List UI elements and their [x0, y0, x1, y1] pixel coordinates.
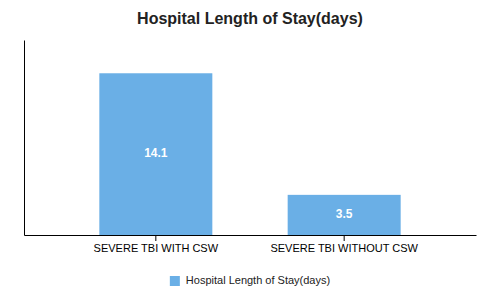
legend-swatch	[170, 276, 180, 286]
data-labels: 14.1 3.5	[144, 146, 353, 221]
legend: Hospital Length of Stay(days)	[170, 274, 330, 286]
bars	[99, 73, 400, 235]
y-axis-line	[24, 41, 25, 236]
legend-label: Hospital Length of Stay(days)	[186, 274, 330, 286]
bar	[288, 195, 401, 235]
data-label: 14.1	[144, 146, 168, 160]
plot: 14.13.5SEVERE TBI WITH CSWSEVERE TBI WIT…	[25, 41, 477, 254]
y-axis	[24, 41, 25, 236]
x-tick-mark	[344, 235, 345, 241]
x-tick: SEVERE TBI WITH CSW	[94, 235, 219, 254]
x-tick: SEVERE TBI WITHOUT CSW	[270, 235, 418, 254]
title: Hospital Length of Stay(days)	[137, 10, 363, 27]
x-tick-mark	[155, 235, 156, 241]
x-axis: SEVERE TBI WITH CSW SEVERE TBI WITHOUT CS…	[25, 235, 477, 254]
x-axis-line	[25, 235, 477, 236]
x-tick-label: SEVERE TBI WITH CSW	[94, 242, 219, 254]
x-tick-label: SEVERE TBI WITHOUT CSW	[270, 242, 418, 254]
bar	[99, 73, 212, 235]
data-label: 3.5	[336, 207, 353, 221]
chart: Hospital Length of Stay(days) 14.1 3.5 SEVE…	[0, 0, 500, 297]
